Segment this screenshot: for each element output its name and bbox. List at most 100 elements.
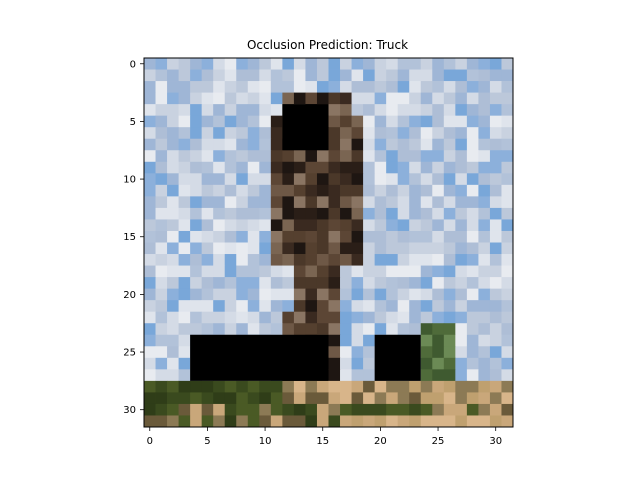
- image-pixel: [155, 392, 168, 405]
- image-pixel: [363, 127, 376, 140]
- image-pixel: [282, 277, 295, 290]
- image-pixel: [478, 380, 491, 393]
- image-pixel: [374, 127, 387, 140]
- image-pixel: [270, 242, 283, 255]
- image-pixel: [501, 196, 514, 209]
- image-pixel: [167, 173, 179, 186]
- y-tick-label: 15: [123, 232, 136, 243]
- image-pixel: [328, 92, 341, 105]
- image-pixel: [478, 58, 491, 70]
- image-pixel: [236, 81, 249, 93]
- image-pixel: [443, 161, 456, 174]
- image-pixel: [478, 311, 491, 324]
- image-pixel: [340, 184, 352, 197]
- image-pixel: [501, 415, 514, 428]
- image-pixel: [409, 277, 422, 290]
- image-pixel: [455, 219, 468, 232]
- image-pixel: [178, 104, 191, 117]
- image-pixel: [190, 115, 203, 128]
- image-pixel: [489, 81, 502, 93]
- image-pixel: [190, 196, 203, 209]
- image-pixel: [351, 184, 364, 197]
- image-pixel: [409, 392, 422, 405]
- image-pixel: [489, 196, 502, 209]
- image-pixel: [351, 369, 364, 382]
- image-pixel: [316, 69, 329, 82]
- image-pixel: [443, 127, 456, 140]
- image-pixel: [397, 415, 410, 428]
- image-pixel: [386, 207, 399, 220]
- image-pixel: [351, 161, 364, 174]
- image-pixel: [478, 277, 491, 290]
- image-pixel: [236, 265, 249, 278]
- image-pixel: [190, 173, 203, 186]
- image-pixel: [259, 311, 272, 324]
- image-pixel: [501, 403, 514, 416]
- image-pixel: [247, 138, 260, 151]
- image-pixel: [420, 334, 433, 347]
- image-pixel: [155, 346, 168, 359]
- image-pixel: [340, 219, 352, 232]
- image-pixel: [340, 265, 352, 278]
- image-pixel: [201, 380, 214, 393]
- image-pixel: [351, 242, 364, 255]
- image-pixel: [293, 150, 306, 163]
- image-pixel: [316, 173, 329, 186]
- image-pixel: [501, 254, 514, 266]
- image-pixel: [420, 323, 433, 336]
- image-pixel: [190, 311, 203, 324]
- image-pixel: [167, 300, 179, 313]
- image-pixel: [489, 219, 502, 232]
- image-pixel: [328, 357, 341, 370]
- image-pixel: [397, 265, 410, 278]
- image-pixel: [247, 230, 260, 243]
- image-pixel: [420, 288, 433, 301]
- image-pixel: [293, 265, 306, 278]
- image-pixel: [466, 323, 479, 336]
- image-pixel: [351, 334, 364, 347]
- image-pixel: [236, 184, 249, 197]
- image-pixel: [236, 230, 249, 243]
- image-pixel: [328, 58, 341, 70]
- image-pixel: [432, 380, 445, 393]
- image-pixel: [293, 207, 306, 220]
- image-pixel: [386, 127, 399, 140]
- image-pixel: [270, 173, 283, 186]
- image-pixel: [236, 138, 249, 151]
- image-pixel: [501, 346, 514, 359]
- image-pixel: [259, 184, 272, 197]
- image-pixel: [190, 104, 203, 117]
- image-pixel: [236, 196, 249, 209]
- image-pixel: [247, 150, 260, 163]
- image-pixel: [270, 415, 283, 428]
- image-pixel: [478, 196, 491, 209]
- image-pixel: [201, 138, 214, 151]
- image-pixel: [259, 196, 272, 209]
- image-pixel: [397, 311, 410, 324]
- image-pixel: [351, 230, 364, 243]
- image-pixel: [190, 254, 203, 266]
- image-pixel: [178, 369, 191, 382]
- image-pixel: [363, 230, 376, 243]
- image-pixel: [155, 288, 168, 301]
- image-pixel: [466, 196, 479, 209]
- image-pixel: [466, 219, 479, 232]
- image-pixel: [224, 277, 237, 290]
- image-pixel: [443, 104, 456, 117]
- image-pixel: [432, 254, 445, 266]
- image-pixel: [351, 357, 364, 370]
- image-pixel: [351, 311, 364, 324]
- image-pixel: [270, 92, 283, 105]
- image-pixel: [478, 265, 491, 278]
- image-pixel: [282, 380, 295, 393]
- image-pixel: [190, 127, 203, 140]
- image-pixel: [432, 219, 445, 232]
- image-pixel: [305, 196, 318, 209]
- image-pixel: [259, 323, 272, 336]
- image-pixel: [270, 403, 283, 416]
- image-pixel: [501, 92, 514, 105]
- image-pixel: [247, 265, 260, 278]
- image-pixel: [409, 288, 422, 301]
- y-tick-label: 0: [130, 59, 136, 70]
- image-pixel: [455, 357, 468, 370]
